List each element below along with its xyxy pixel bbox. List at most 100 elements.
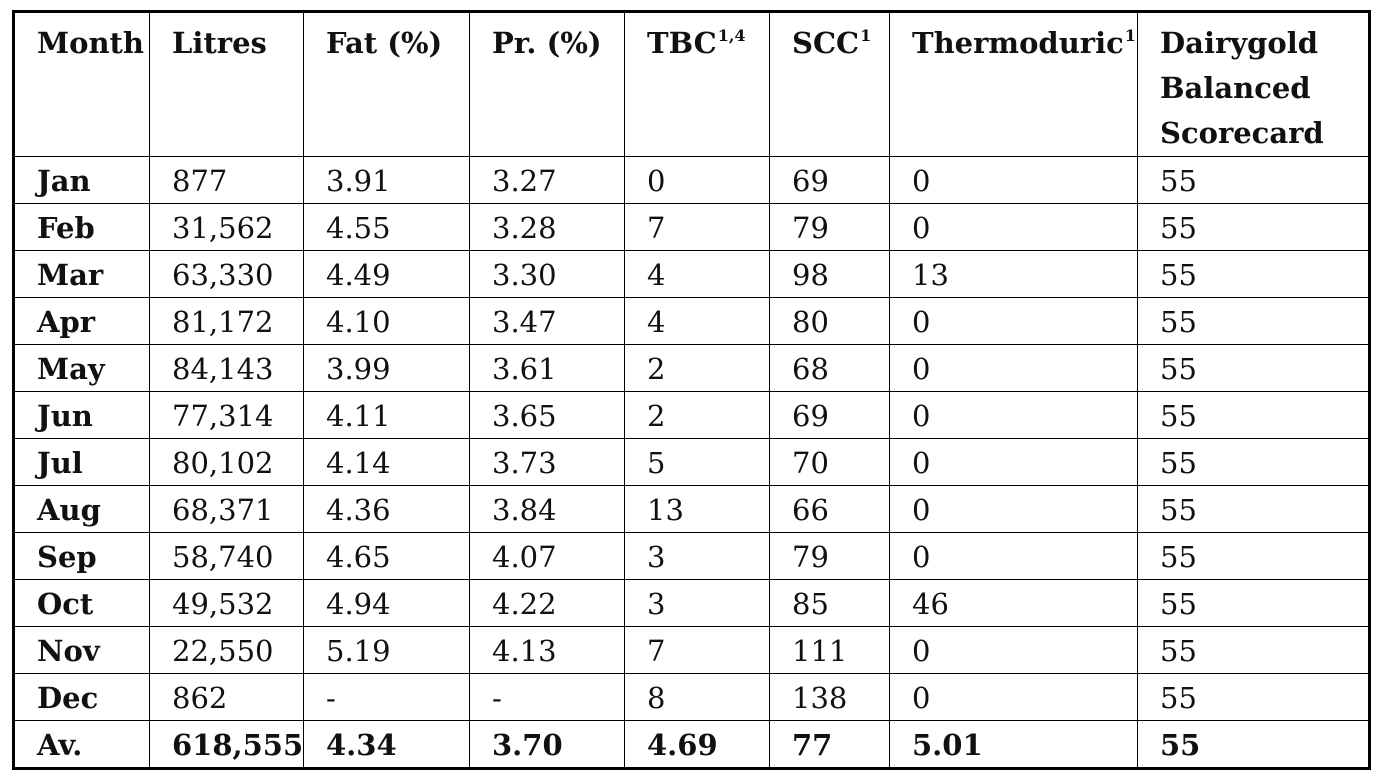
cell-scc: 66 — [769, 485, 890, 533]
average-protein: 3.70 — [469, 720, 625, 769]
header-row: Month Litres Fat (%) Pr. (%) TBC1,4 SCC1… — [13, 11, 1370, 157]
header-fat: Fat (%) — [303, 11, 470, 157]
average-fat: 4.34 — [303, 720, 470, 769]
cell-litres: 68,371 — [149, 485, 304, 533]
cell-balanced-scorecard: 55 — [1137, 250, 1370, 298]
table-row: Aug 68,371 4.36 3.84 13 66 0 55 — [13, 485, 1370, 533]
cell-protein: 4.07 — [469, 532, 625, 580]
cell-fat: 5.19 — [303, 626, 470, 674]
table-row: Feb 31,562 4.55 3.28 7 79 0 55 — [13, 203, 1370, 251]
cell-protein: 3.47 — [469, 297, 625, 345]
cell-protein: 3.27 — [469, 156, 625, 204]
cell-litres: 81,172 — [149, 297, 304, 345]
cell-scc: 85 — [769, 579, 890, 627]
milk-supply-table: Month Litres Fat (%) Pr. (%) TBC1,4 SCC1… — [12, 10, 1371, 770]
cell-month: Sep — [13, 532, 150, 580]
cell-balanced-scorecard: 55 — [1137, 391, 1370, 439]
table-row: Sep 58,740 4.65 4.07 3 79 0 55 — [13, 532, 1370, 580]
cell-protein: 3.65 — [469, 391, 625, 439]
cell-fat: 3.99 — [303, 344, 470, 392]
cell-tbc: 8 — [624, 673, 770, 721]
cell-tbc: 7 — [624, 626, 770, 674]
cell-scc: 98 — [769, 250, 890, 298]
cell-balanced-scorecard: 55 — [1137, 438, 1370, 486]
table-row: Oct 49,532 4.94 4.22 3 85 46 55 — [13, 579, 1370, 627]
cell-month: May — [13, 344, 150, 392]
cell-litres: 862 — [149, 673, 304, 721]
header-balanced-scorecard: Dairygold Balanced Scorecard — [1137, 11, 1370, 157]
cell-protein: - — [469, 673, 625, 721]
cell-scc: 69 — [769, 391, 890, 439]
cell-month: Jul — [13, 438, 150, 486]
cell-fat: 4.55 — [303, 203, 470, 251]
cell-tbc: 13 — [624, 485, 770, 533]
cell-scc: 70 — [769, 438, 890, 486]
header-protein: Pr. (%) — [469, 11, 625, 157]
average-tbc: 4.69 — [624, 720, 770, 769]
table-row: Nov 22,550 5.19 4.13 7 111 0 55 — [13, 626, 1370, 674]
table-row: Mar 63,330 4.49 3.30 4 98 13 55 — [13, 250, 1370, 298]
header-tbc-footnote: 1,4 — [717, 26, 746, 45]
cell-month: Dec — [13, 673, 150, 721]
cell-fat: 4.94 — [303, 579, 470, 627]
cell-litres: 63,330 — [149, 250, 304, 298]
cell-fat: 3.91 — [303, 156, 470, 204]
cell-month: Apr — [13, 297, 150, 345]
cell-scc: 111 — [769, 626, 890, 674]
cell-balanced-scorecard: 55 — [1137, 579, 1370, 627]
header-scc-footnote: 1 — [860, 26, 872, 45]
cell-scc: 80 — [769, 297, 890, 345]
cell-litres: 84,143 — [149, 344, 304, 392]
cell-tbc: 2 — [624, 391, 770, 439]
average-litres: 618,555 — [149, 720, 304, 769]
cell-tbc: 0 — [624, 156, 770, 204]
cell-protein: 3.84 — [469, 485, 625, 533]
table-body: Jan 877 3.91 3.27 0 69 0 55 Feb 31,562 4.55 3.28 7 79… — [13, 156, 1370, 769]
cell-balanced-scorecard: 55 — [1137, 156, 1370, 204]
cell-month: Aug — [13, 485, 150, 533]
cell-thermoduric: 0 — [889, 673, 1138, 721]
cell-fat: 4.14 — [303, 438, 470, 486]
cell-litres: 22,550 — [149, 626, 304, 674]
cell-litres: 77,314 — [149, 391, 304, 439]
cell-thermoduric: 46 — [889, 579, 1138, 627]
table-row: Jan 877 3.91 3.27 0 69 0 55 — [13, 156, 1370, 204]
cell-protein: 3.28 — [469, 203, 625, 251]
cell-protein: 3.30 — [469, 250, 625, 298]
cell-fat: 4.65 — [303, 532, 470, 580]
cell-thermoduric: 0 — [889, 344, 1138, 392]
cell-thermoduric: 13 — [889, 250, 1138, 298]
cell-month: Mar — [13, 250, 150, 298]
table-row: Jun 77,314 4.11 3.65 2 69 0 55 — [13, 391, 1370, 439]
table-row: Apr 81,172 4.10 3.47 4 80 0 55 — [13, 297, 1370, 345]
cell-month: Nov — [13, 626, 150, 674]
cell-month: Jan — [13, 156, 150, 204]
average-month: Av. — [13, 720, 150, 769]
cell-month: Oct — [13, 579, 150, 627]
cell-thermoduric: 0 — [889, 203, 1138, 251]
cell-tbc: 5 — [624, 438, 770, 486]
average-scc: 77 — [769, 720, 890, 769]
cell-scc: 138 — [769, 673, 890, 721]
cell-tbc: 2 — [624, 344, 770, 392]
cell-thermoduric: 0 — [889, 626, 1138, 674]
header-litres: Litres — [149, 11, 304, 157]
cell-fat: - — [303, 673, 470, 721]
cell-fat: 4.11 — [303, 391, 470, 439]
cell-balanced-scorecard: 55 — [1137, 626, 1370, 674]
cell-tbc: 3 — [624, 579, 770, 627]
cell-balanced-scorecard: 55 — [1137, 673, 1370, 721]
cell-fat: 4.36 — [303, 485, 470, 533]
cell-month: Feb — [13, 203, 150, 251]
table-row: Dec 862- -8 138 0 55 — [13, 673, 1370, 721]
cell-thermoduric: 0 — [889, 438, 1138, 486]
table-row: May 84,143 3.99 3.61 2 68 0 55 — [13, 344, 1370, 392]
header-thermoduric-footnote: 1 — [1124, 26, 1136, 45]
average-thermoduric: 5.01 — [889, 720, 1138, 769]
cell-tbc: 4 — [624, 250, 770, 298]
cell-scc: 68 — [769, 344, 890, 392]
cell-thermoduric: 0 — [889, 297, 1138, 345]
cell-litres: 58,740 — [149, 532, 304, 580]
cell-balanced-scorecard: 55 — [1137, 203, 1370, 251]
cell-thermoduric: 0 — [889, 485, 1138, 533]
